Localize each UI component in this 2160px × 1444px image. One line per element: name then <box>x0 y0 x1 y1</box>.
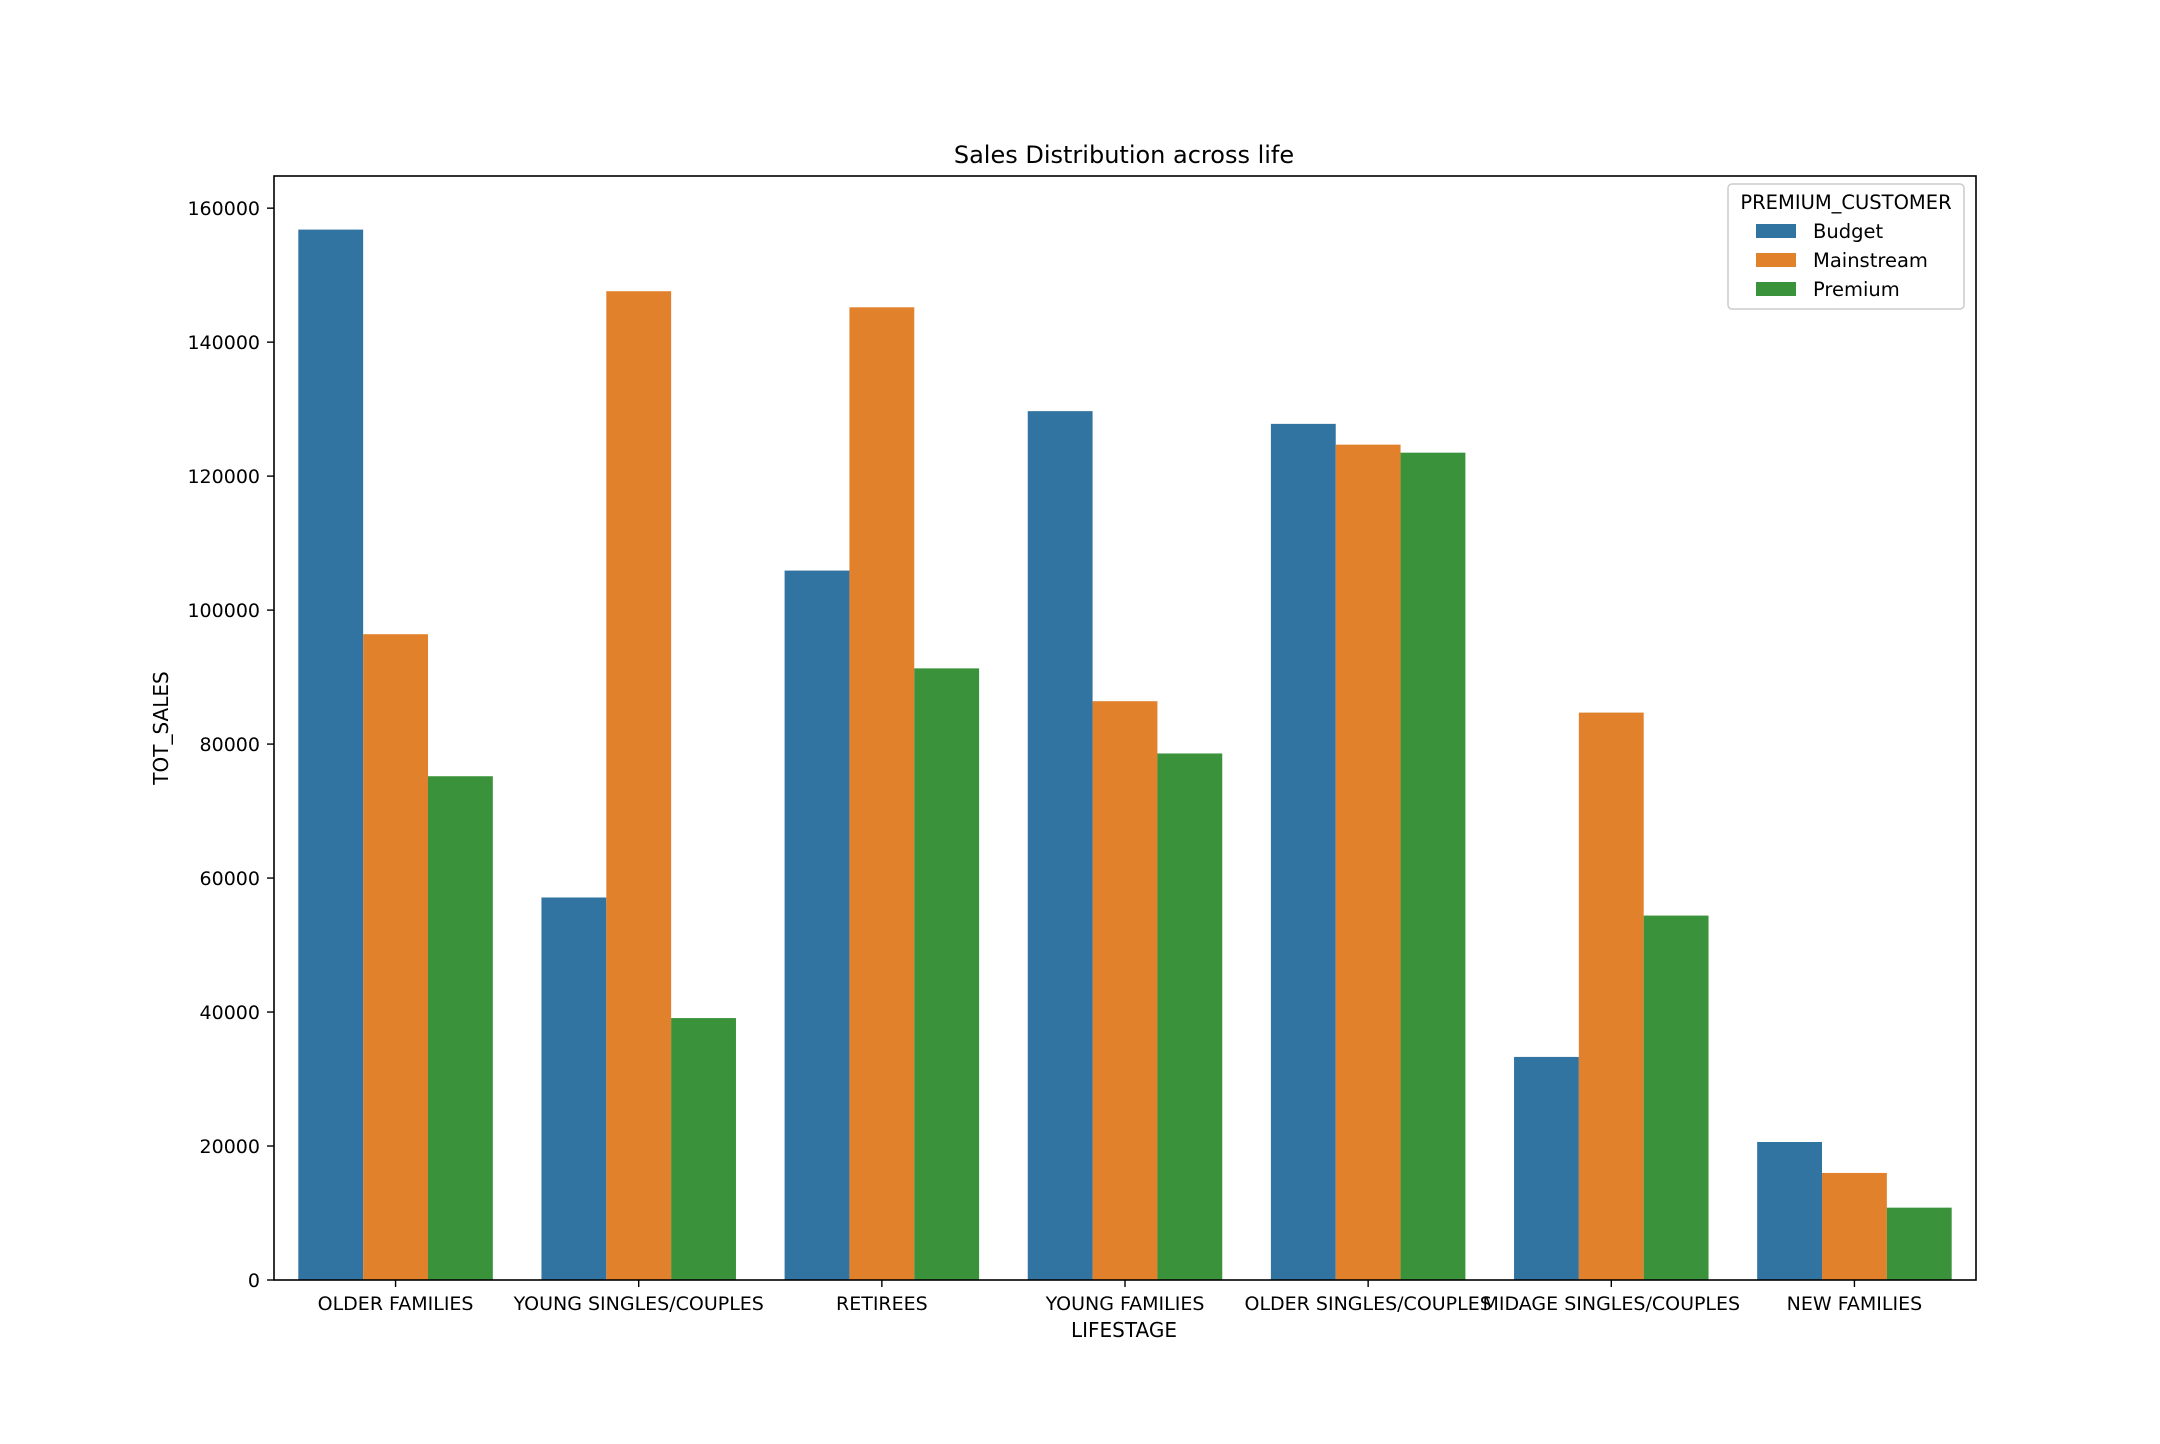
y-tick-label-7: 140000 <box>187 332 260 354</box>
legend-swatch-mainstream <box>1756 253 1796 267</box>
y-tick-label-3: 60000 <box>200 868 260 890</box>
bar-premium-4 <box>1400 452 1466 1280</box>
x-tick-label-2: RETIREES <box>836 1293 928 1315</box>
bar-premium-6 <box>1886 1207 1952 1280</box>
legend-title: PREMIUM_CUSTOMER <box>1740 191 1951 214</box>
bars-layer <box>298 229 1952 1281</box>
bar-premium-2 <box>914 668 980 1280</box>
bar-mainstream-5 <box>1578 712 1644 1280</box>
legend-swatch-budget <box>1756 224 1796 238</box>
y-tick-label-2: 40000 <box>200 1002 260 1024</box>
bar-budget-5 <box>1514 1056 1579 1280</box>
bar-premium-5 <box>1643 915 1709 1280</box>
bar-mainstream-2 <box>849 307 915 1280</box>
bar-premium-0 <box>427 776 493 1280</box>
x-axis-label: LIFESTAGE <box>1071 1318 1177 1342</box>
legend-swatch-premium <box>1756 282 1796 296</box>
x-tick-label-4: OLDER SINGLES/COUPLES <box>1244 1293 1491 1315</box>
y-tick-label-4: 80000 <box>200 734 260 756</box>
x-tick-label-5: MIDAGE SINGLES/COUPLES <box>1482 1293 1740 1315</box>
y-tick-label-5: 100000 <box>187 600 260 622</box>
y-tick-label-8: 160000 <box>187 198 260 220</box>
legend-label-budget: Budget <box>1813 220 1883 243</box>
bar-premium-3 <box>1157 753 1223 1280</box>
legend-label-mainstream: Mainstream <box>1813 249 1928 272</box>
axes-layer: 0 20000 40000 60000 80000 100000 120000 140000 1… <box>187 175 1977 1315</box>
legend-label-premium: Premium <box>1813 278 1900 301</box>
bar-mainstream-0 <box>363 634 428 1280</box>
bar-budget-1 <box>541 897 607 1280</box>
y-tick-label-0: 0 <box>248 1270 260 1292</box>
x-tick-label-1: YOUNG SINGLES/COUPLES <box>513 1293 764 1315</box>
legend: PREMIUM_CUSTOMER Budget Mainstream Premium <box>1727 183 1965 310</box>
bar-budget-4 <box>1270 423 1336 1280</box>
bar-budget-2 <box>784 570 850 1280</box>
legend-frame <box>1727 183 1965 310</box>
y-tick-label-1: 20000 <box>200 1136 260 1158</box>
bar-budget-3 <box>1027 411 1093 1280</box>
x-tick-label-6: NEW FAMILIES <box>1787 1293 1922 1315</box>
y-tick-label-6: 120000 <box>187 466 260 488</box>
bar-mainstream-6 <box>1822 1172 1887 1280</box>
bar-budget-0 <box>298 229 364 1281</box>
x-tick-label-0: OLDER FAMILIES <box>318 1293 474 1315</box>
bar-premium-1 <box>671 1018 736 1280</box>
bar-mainstream-3 <box>1092 701 1158 1280</box>
chart-title: Sales Distribution across life <box>954 141 1294 169</box>
bar-mainstream-4 <box>1335 444 1401 1280</box>
y-axis-label: TOT_SALES <box>149 671 173 785</box>
x-tick-label-3: YOUNG FAMILIES <box>1045 1293 1205 1315</box>
bar-mainstream-1 <box>606 291 672 1281</box>
bar-budget-6 <box>1757 1142 1823 1280</box>
